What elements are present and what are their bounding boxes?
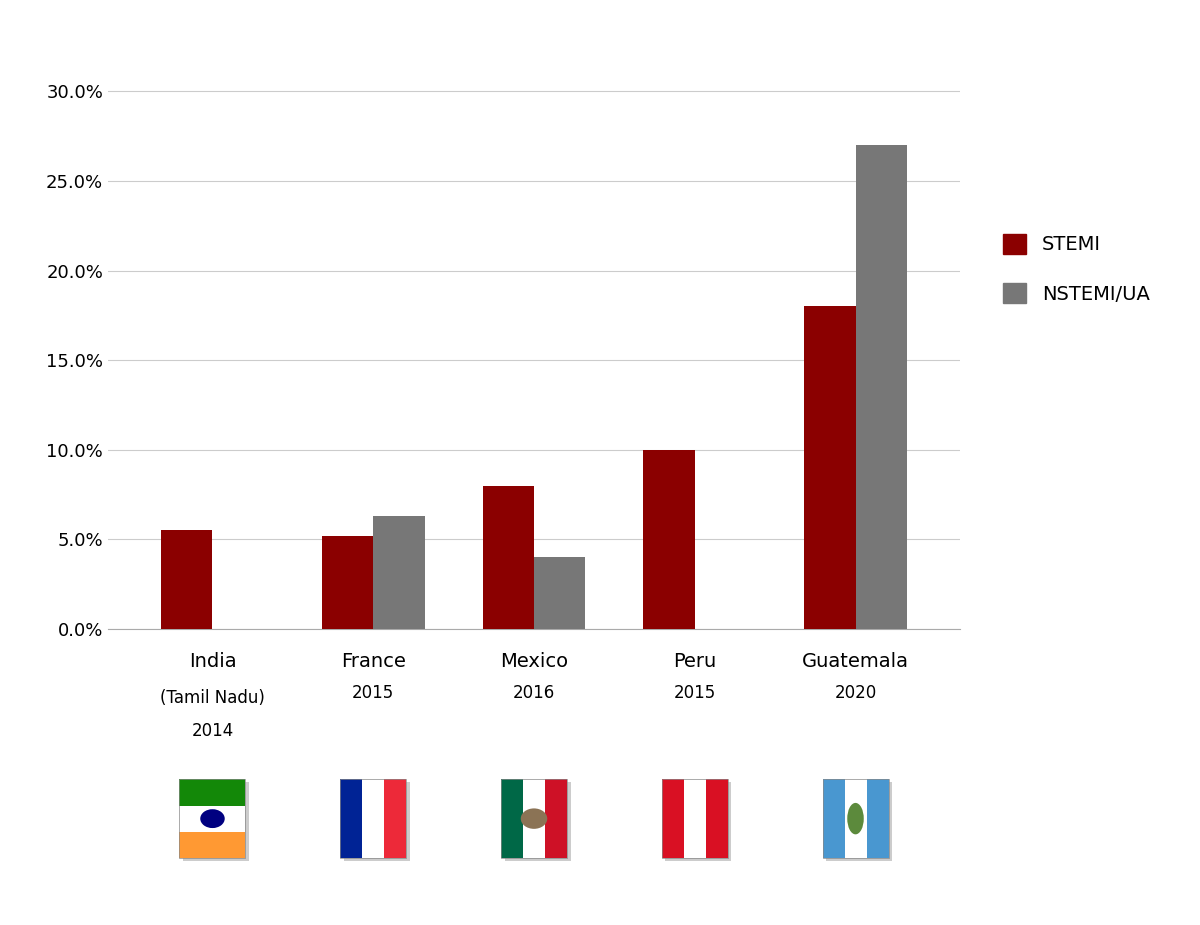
Text: Guatemala: Guatemala [802, 652, 910, 672]
Text: France: France [341, 652, 406, 672]
Bar [482, 486, 534, 629]
Text: 2015: 2015 [352, 684, 395, 702]
Bar [322, 536, 373, 629]
Text: 2015: 2015 [673, 684, 716, 702]
Bar [534, 557, 586, 629]
Text: (Tamil Nadu): (Tamil Nadu) [160, 689, 265, 707]
Bar [643, 450, 695, 629]
Text: India: India [188, 652, 236, 672]
Text: 2014: 2014 [191, 722, 234, 739]
Legend: STEMI, NSTEMI/UA: STEMI, NSTEMI/UA [995, 226, 1158, 312]
Text: 2020: 2020 [834, 684, 877, 702]
Bar [373, 516, 425, 629]
Text: 2016: 2016 [512, 684, 556, 702]
Bar [161, 530, 212, 629]
Text: Mexico: Mexico [500, 652, 568, 672]
Bar [856, 145, 907, 629]
Bar [804, 306, 856, 629]
Text: Peru: Peru [673, 652, 716, 672]
